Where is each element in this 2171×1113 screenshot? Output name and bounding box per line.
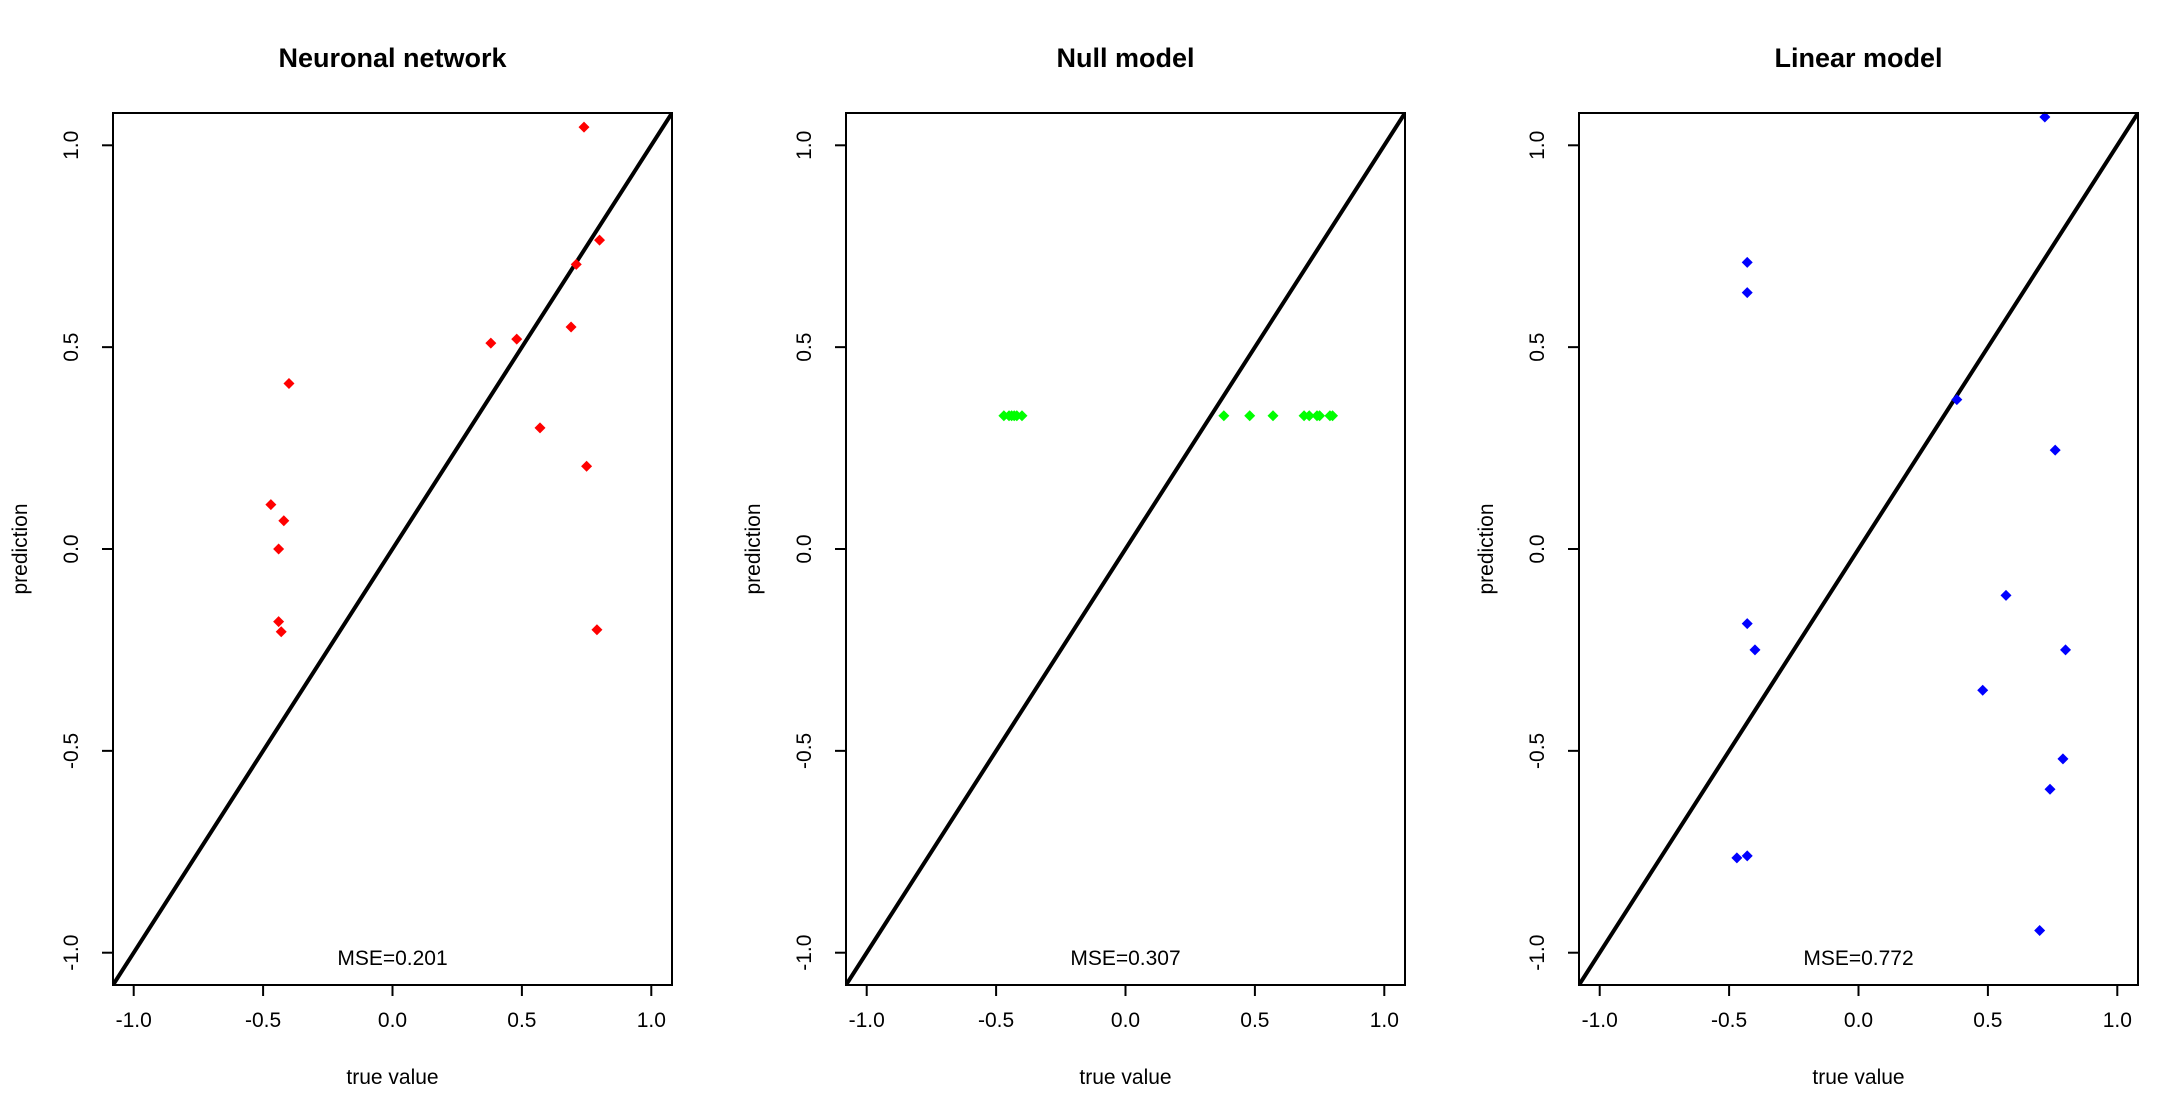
data-point bbox=[275, 626, 287, 638]
x-tick-label: 1.0 bbox=[2103, 1009, 2132, 1032]
y-tick-label: -0.5 bbox=[1526, 733, 1549, 769]
data-point bbox=[1327, 410, 1339, 422]
data-point bbox=[1244, 410, 1256, 422]
data-point bbox=[1267, 410, 1279, 422]
x-tick-label: 0.0 bbox=[378, 1009, 407, 1032]
data-point bbox=[1741, 850, 1753, 862]
x-tick-label: 1.0 bbox=[1370, 1009, 1399, 1032]
data-point bbox=[565, 321, 577, 333]
data-point bbox=[1731, 852, 1743, 864]
x-tick-label: 0.5 bbox=[1973, 1009, 2002, 1032]
data-point bbox=[1314, 410, 1326, 422]
data-point bbox=[265, 499, 277, 511]
data-point bbox=[1218, 410, 1230, 422]
data-point bbox=[1741, 618, 1753, 630]
data-point bbox=[273, 543, 285, 555]
y-tick-label: 0.0 bbox=[793, 534, 816, 563]
data-point bbox=[2044, 783, 2056, 795]
data-point bbox=[2049, 444, 2061, 456]
y-tick-label: 1.0 bbox=[793, 131, 816, 160]
mse-annotation: MSE=0.772 bbox=[1803, 947, 1913, 970]
x-tick-label: 0.0 bbox=[1111, 1009, 1140, 1032]
y-tick-label: -0.5 bbox=[60, 733, 83, 769]
data-point bbox=[2039, 111, 2051, 123]
data-point bbox=[578, 121, 590, 133]
data-point bbox=[1016, 410, 1028, 422]
data-point bbox=[1749, 644, 1761, 656]
data-point bbox=[1303, 410, 1315, 422]
data-point bbox=[581, 460, 593, 472]
y-tick-label: -1.0 bbox=[793, 935, 816, 971]
panel-linear-model: Linear model MSE=0.772 true value predic… bbox=[1475, 43, 2139, 1089]
x-tick-label: -1.0 bbox=[116, 1009, 152, 1032]
data-point bbox=[1951, 394, 1963, 406]
x-tick-label: 0.5 bbox=[507, 1009, 536, 1032]
data-point bbox=[2034, 925, 2046, 936]
x-tick-label: -1.0 bbox=[849, 1009, 885, 1032]
data-point bbox=[570, 258, 582, 270]
y-tick-label: 0.5 bbox=[60, 333, 83, 362]
mse-annotation: MSE=0.307 bbox=[1070, 947, 1180, 970]
data-point bbox=[1741, 287, 1753, 299]
y-tick-label: -1.0 bbox=[60, 935, 83, 971]
x-tick-label: 1.0 bbox=[637, 1009, 666, 1032]
data-point bbox=[591, 624, 603, 636]
x-tick-label: -1.0 bbox=[1582, 1009, 1618, 1032]
x-tick-label: 0.5 bbox=[1240, 1009, 1269, 1032]
y-tick-label: 0.5 bbox=[1526, 333, 1549, 362]
y-tick-label: 0.5 bbox=[793, 333, 816, 362]
reference-line bbox=[113, 113, 672, 985]
reference-line bbox=[1579, 113, 2138, 985]
x-tick-label: -0.5 bbox=[978, 1009, 1014, 1032]
panel-title: Linear model bbox=[1774, 43, 1942, 73]
panel-title: Neuronal network bbox=[278, 43, 507, 73]
data-point bbox=[1977, 684, 1989, 696]
data-point bbox=[594, 234, 606, 246]
x-tick-label: 0.0 bbox=[1844, 1009, 1873, 1032]
y-axis-label: prediction bbox=[9, 503, 32, 594]
y-tick-label: 1.0 bbox=[1526, 131, 1549, 160]
y-tick-label: 1.0 bbox=[60, 131, 83, 160]
data-point bbox=[1741, 256, 1753, 268]
x-axis-label: true value bbox=[1079, 1066, 1171, 1089]
y-tick-label: -0.5 bbox=[793, 733, 816, 769]
data-point bbox=[2000, 589, 2012, 601]
x-axis-label: true value bbox=[1812, 1066, 1904, 1089]
y-tick-label: 0.0 bbox=[1526, 534, 1549, 563]
y-tick-label: -1.0 bbox=[1526, 935, 1549, 971]
data-point bbox=[278, 515, 290, 527]
data-point bbox=[273, 616, 285, 628]
data-point bbox=[2057, 753, 2069, 765]
panel-title: Null model bbox=[1056, 43, 1194, 73]
data-point bbox=[511, 333, 523, 345]
panel-null-model: Null model MSE=0.307 true value predicti… bbox=[742, 43, 1406, 1089]
y-axis-label: prediction bbox=[1475, 503, 1498, 594]
reference-line bbox=[846, 113, 1405, 985]
y-tick-label: 0.0 bbox=[60, 534, 83, 563]
data-point bbox=[2060, 644, 2072, 656]
mse-annotation: MSE=0.201 bbox=[337, 947, 447, 970]
y-axis-label: prediction bbox=[742, 503, 765, 594]
data-point bbox=[485, 337, 497, 349]
data-point bbox=[534, 422, 546, 434]
x-tick-label: -0.5 bbox=[1711, 1009, 1747, 1032]
data-point bbox=[283, 377, 295, 389]
panel-neuronal-network: Neuronal network MSE=0.201 true value pr… bbox=[9, 43, 673, 1089]
x-tick-label: -0.5 bbox=[245, 1009, 281, 1032]
x-axis-label: true value bbox=[346, 1066, 438, 1089]
